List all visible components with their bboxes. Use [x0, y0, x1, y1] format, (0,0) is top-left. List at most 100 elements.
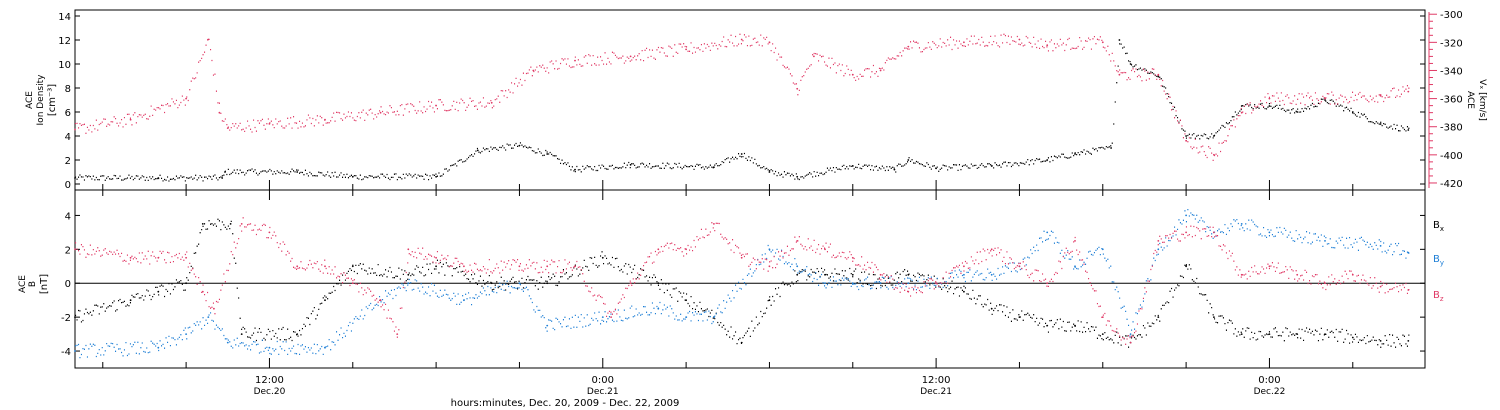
data-point: [907, 290, 910, 293]
data-point: [1185, 135, 1187, 137]
data-point: [768, 171, 771, 173]
data-point: [1074, 265, 1076, 268]
data-point: [879, 273, 882, 276]
data-point: [74, 128, 76, 131]
data-point: [532, 69, 535, 72]
data-point: [201, 223, 204, 225]
data-point: [1268, 265, 1271, 268]
data-point: [351, 265, 354, 268]
data-point: [740, 256, 743, 259]
data-point: [463, 299, 465, 302]
data-point: [1018, 38, 1021, 41]
data-point: [268, 231, 271, 234]
legend-bx: Bx: [1433, 220, 1444, 233]
series-top-1-points: [74, 33, 1410, 162]
data-point: [1185, 139, 1187, 142]
data-point: [1268, 333, 1271, 335]
data-point: [1268, 231, 1271, 234]
data-point: [768, 265, 771, 268]
data-point: [1296, 111, 1299, 113]
data-point: [1018, 316, 1021, 318]
top-panel-data: [74, 33, 1410, 182]
data-point: [935, 167, 937, 170]
data-point: [907, 159, 910, 161]
data-point: [907, 273, 910, 276]
data-point: [157, 177, 160, 179]
legend-bz: Bz: [1433, 290, 1444, 303]
data-point: [963, 273, 965, 276]
data-point: [657, 248, 660, 251]
data-point: [1324, 97, 1326, 100]
data-point: [490, 101, 493, 104]
data-point: [657, 307, 660, 310]
data-point: [1213, 153, 1215, 156]
series-bx-points: [74, 218, 1410, 348]
data-point: [213, 307, 215, 310]
data-point: [1046, 44, 1049, 47]
time-axis-title: hours:minutes, Dec. 20, 2009 - Dec. 22, …: [451, 398, 680, 409]
x-tick-label-date: Dec.21: [587, 387, 619, 397]
data-point: [1157, 240, 1160, 242]
data-point: [1157, 248, 1160, 251]
data-point: [218, 111, 221, 114]
data-point: [407, 273, 410, 276]
data-point: [207, 38, 210, 41]
data-point: [185, 282, 188, 285]
data-point: [963, 265, 965, 268]
data-point: [435, 256, 437, 259]
data-point: [379, 299, 382, 302]
data-point: [74, 248, 76, 251]
y2-tick-label: -420: [1440, 179, 1463, 190]
data-point: [1296, 333, 1299, 335]
x-tick-label-time: 12:00: [255, 375, 284, 386]
data-point: [518, 282, 521, 285]
data-point: [296, 171, 299, 173]
x-tick-label-time: 12:00: [922, 375, 951, 386]
data-point: [1101, 41, 1104, 44]
data-point: [129, 118, 132, 121]
data-point: [851, 282, 854, 285]
y2-tick-label: -340: [1440, 66, 1463, 77]
data-point: [1407, 251, 1410, 254]
data-point: [546, 324, 549, 327]
data-point: [990, 307, 993, 310]
data-point: [1351, 111, 1354, 113]
data-point: [407, 248, 410, 251]
data-point: [935, 282, 937, 285]
data-point: [268, 346, 271, 349]
data-point: [1018, 265, 1021, 268]
data-point: [1185, 214, 1187, 217]
data-point: [1240, 273, 1243, 276]
data-point: [629, 163, 632, 166]
data-point: [351, 175, 354, 178]
data-point: [1296, 273, 1299, 276]
y-tick-label: 2: [65, 156, 71, 167]
data-point: [74, 316, 76, 318]
data-point: [1046, 324, 1049, 327]
data-point: [1240, 105, 1243, 107]
data-point: [1101, 316, 1104, 318]
data-point: [1379, 94, 1382, 97]
y-tick-label: -4: [61, 347, 71, 358]
data-point: [601, 316, 604, 318]
data-point: [574, 59, 576, 62]
data-point: [518, 265, 521, 268]
y2-tick-label: -320: [1440, 38, 1463, 49]
data-point: [1268, 97, 1271, 100]
data-point: [229, 223, 232, 225]
data-point: [1046, 282, 1049, 285]
data-point: [1046, 231, 1049, 234]
data-point: [463, 265, 465, 268]
magnetic-field-panel: -4 -2 0 2 4 ACE B [nT] Bx By Bz: [18, 189, 1444, 369]
data-point: [963, 290, 965, 293]
data-point: [796, 87, 799, 90]
data-point: [963, 41, 965, 44]
data-point: [796, 175, 799, 178]
data-point: [546, 265, 549, 268]
series-bz-points: [74, 217, 1410, 345]
data-point: [851, 73, 854, 76]
y-tick-label: 0: [65, 180, 71, 191]
data-point: [629, 55, 632, 58]
data-point: [396, 333, 399, 335]
data-point: [907, 282, 910, 285]
